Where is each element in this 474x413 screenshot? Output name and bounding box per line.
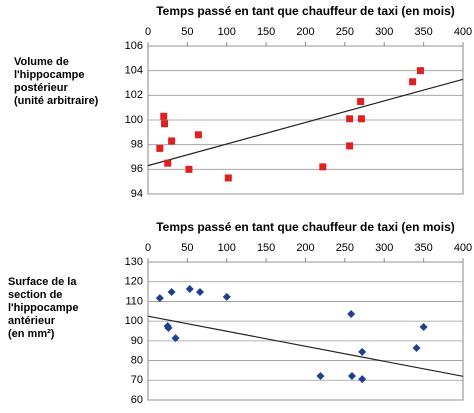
y-tick-label: 90 [131,335,143,347]
point [358,375,367,384]
point [164,159,172,167]
point [185,165,193,173]
y-axis-label: postérieur [14,82,69,94]
point [222,292,231,301]
y-tick-label: 100 [125,315,143,327]
y-axis-label: Surface de la [8,276,77,288]
x-tick-label: 150 [257,242,275,254]
point [316,371,325,380]
point [161,120,169,128]
y-axis-label: antérieur [8,315,56,327]
y-tick-label: 98 [131,139,143,151]
x-tick-label: 300 [375,242,393,254]
x-tick-label: 100 [218,242,236,254]
x-tick-label: 100 [218,26,236,38]
x-tick-label: 350 [414,26,432,38]
point [357,98,365,105]
y-tick-label: 110 [125,295,143,307]
x-tick-label: 150 [257,26,275,38]
y-tick-label: 100 [125,114,143,126]
chart-title: Temps passé en tant que chauffeur de tax… [156,220,455,234]
x-tick-label: 0 [145,242,151,254]
y-axis-label: l'hippocampe [8,302,78,314]
point [319,163,327,171]
x-tick-label: 350 [414,242,432,254]
point [409,78,417,86]
point [185,285,194,294]
point [168,137,176,145]
point [346,142,354,150]
trend-line [147,78,464,167]
point [164,324,173,333]
x-tick-label: 400 [454,242,472,254]
chart-title: Temps passé en tant que chauffeur de tax… [156,4,455,18]
y-tick-label: 96 [131,163,143,175]
x-tick-label: 50 [181,26,193,38]
point [358,347,367,356]
y-tick-label: 60 [131,394,143,406]
y-tick-label: 102 [125,89,143,101]
y-tick-label: 80 [131,354,143,366]
point [416,67,424,75]
y-tick-label: 130 [125,256,143,268]
x-tick-label: 250 [336,242,354,254]
point [171,334,180,343]
point [419,323,428,332]
y-tick-label: 70 [131,374,143,386]
y-axis-label: l'hippocampe [14,69,84,81]
y-tick-label: 120 [125,276,143,288]
x-tick-label: 300 [375,26,393,38]
point [346,115,354,123]
y-tick-label: 104 [125,65,143,77]
trend-line [147,315,464,377]
x-tick-label: 200 [296,242,314,254]
x-tick-label: 400 [454,26,472,38]
point [160,112,168,120]
point [194,131,202,139]
y-axis-label: section de [8,289,62,301]
point [224,174,232,182]
y-tick-label: 94 [131,188,143,200]
point [347,310,356,319]
x-tick-label: 200 [296,26,314,38]
x-tick-label: 250 [336,26,354,38]
y-axis-label: (unité arbitraire) [14,95,99,107]
y-axis-label: Volume de [14,56,69,68]
plot-area [147,261,464,401]
point [167,287,176,296]
point [156,144,164,152]
x-tick-label: 50 [181,242,193,254]
point [357,115,365,123]
point [347,371,356,380]
point [155,294,164,303]
point [195,287,204,296]
y-axis-label: (en mm²) [8,328,55,340]
point [412,343,421,352]
x-tick-label: 0 [145,26,151,38]
y-tick-label: 106 [125,40,143,52]
